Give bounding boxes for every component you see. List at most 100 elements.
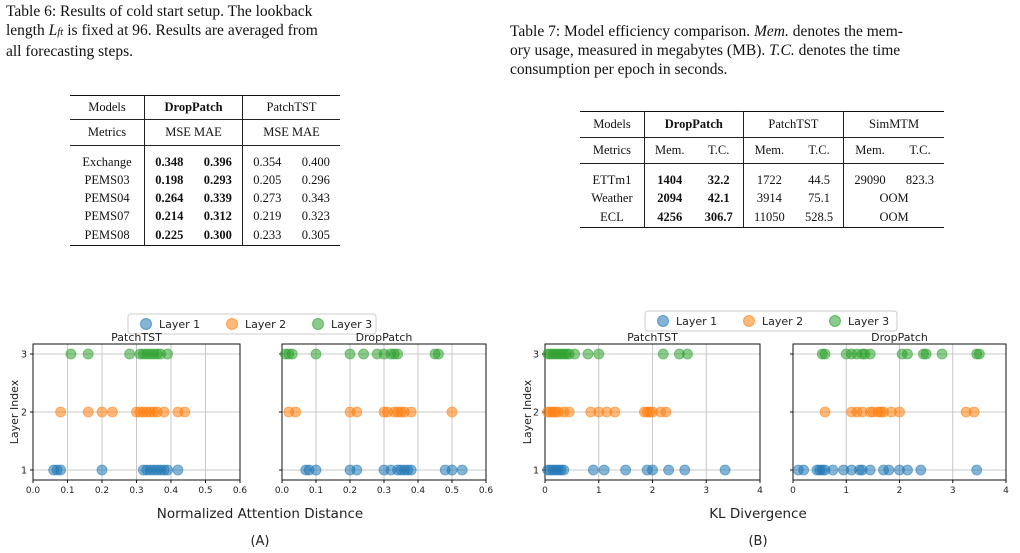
plot-frame [792,343,1007,481]
data-point [639,406,650,418]
x-tick-label: 0 [790,486,796,496]
x-tick-label: 0.1 [60,486,74,496]
data-point [544,348,556,360]
plot-frame [32,343,241,481]
x-tick-label: 0.5 [445,486,459,496]
data-point [641,406,653,418]
data-point [657,348,669,360]
table7-header-metrics: Metrics [580,137,645,164]
data-point [561,348,572,360]
data-point [378,348,390,360]
data-point [846,348,857,360]
data-point [798,464,810,476]
data-point [558,464,570,476]
data-point [864,348,876,360]
x-tick-label: 0.4 [411,486,426,496]
data-point [641,464,653,476]
data-point [172,464,184,476]
data-point [854,464,865,476]
data-point [647,464,658,476]
data-point [82,406,94,418]
table6-caption: Table 6: Results of cold start setup. Th… [6,2,416,61]
data-point [563,348,575,360]
x-tick-label: 0.1 [309,486,323,496]
data-point [960,406,972,418]
table7-header-droppatch: DropPatch [644,111,744,138]
table6: Models DropPatch PatchTST Metrics MSE MA… [70,95,340,246]
data-point [563,406,575,418]
x-tick-label: 0.2 [343,486,357,496]
x-tick-label: 3 [703,486,709,496]
data-point [936,348,948,360]
data-point [344,406,356,418]
data-point [405,464,417,476]
y-tick-label: 3 [21,350,27,361]
table-row: PEMS04 0.264 0.339 0.273 0.343 [70,189,340,208]
data-point [542,406,554,418]
x-tick-label: 3 [950,486,956,496]
table7-header-patchtst: PatchTST [743,111,845,138]
data-point [137,348,149,360]
legend-label: Layer 2 [245,318,286,331]
data-point [544,406,556,418]
x-tick-label: 2 [650,486,656,496]
table-row: PEMS07 0.214 0.312 0.219 0.323 [70,207,340,226]
data-point [555,348,567,360]
data-point [915,464,927,476]
data-point [151,464,163,476]
x-tick-label: 0.3 [377,486,391,496]
data-point [96,464,108,476]
x-tick-label: 4 [757,486,763,496]
data-point [446,464,458,476]
data-point [385,464,397,476]
table6-caption-line1: Table 6: Results of cold start setup. Th… [6,3,313,20]
y-tick-label: 3 [533,350,539,361]
data-point [162,348,173,360]
data-point [819,464,831,476]
data-point [902,464,913,476]
data-point [358,348,370,360]
x-tick-label: 0.6 [233,486,248,496]
data-point [655,406,666,418]
data-point [663,464,675,476]
table6-caption-line2: length Lft is fixed at 96. Results are a… [6,22,318,39]
table-row: Weather 2094 42.1 3914 75.1 OOM [580,189,944,208]
table7-header-models: Models [580,111,645,138]
data-point [392,406,404,418]
data-point [172,406,184,418]
data-point [55,464,66,476]
data-point [378,464,390,476]
x-tick-label: 1 [596,486,602,496]
data-point [971,348,983,360]
data-point [344,348,356,360]
data-point [398,464,410,476]
legend-marker [657,315,669,327]
legend-label: Layer 2 [762,315,803,328]
data-point [542,464,554,476]
data-point [883,464,895,476]
data-point [286,348,298,360]
data-point [55,406,66,418]
data-point [344,464,356,476]
data-point [547,348,559,360]
data-point [82,348,94,360]
xlabel-a: Normalized Attention Distance [157,506,363,522]
data-point [405,406,417,418]
data-point [867,406,879,418]
data-point [542,348,554,360]
data-point [144,406,156,418]
data-point [151,348,163,360]
data-point [388,406,400,418]
y-axis-label: Layer Index [521,379,534,444]
data-point [351,464,363,476]
data-point [558,348,570,360]
legend-marker [140,318,152,330]
table7: Models DropPatch PatchTST SimMTM Metrics… [580,111,944,228]
x-tick-label: 0.6 [479,486,494,496]
data-point [547,406,559,418]
xlabel-b: KL Divergence [709,506,807,522]
table6-header-metric-2: MSE MAE [242,119,340,146]
scatter-panels: 0.0 0.1 0.2 0.3 0.4 0.5 0.6 1 2 3 Layer Index Patch… [8,331,1009,496]
data-point [432,348,444,360]
y-tick-label: 1 [533,466,539,477]
